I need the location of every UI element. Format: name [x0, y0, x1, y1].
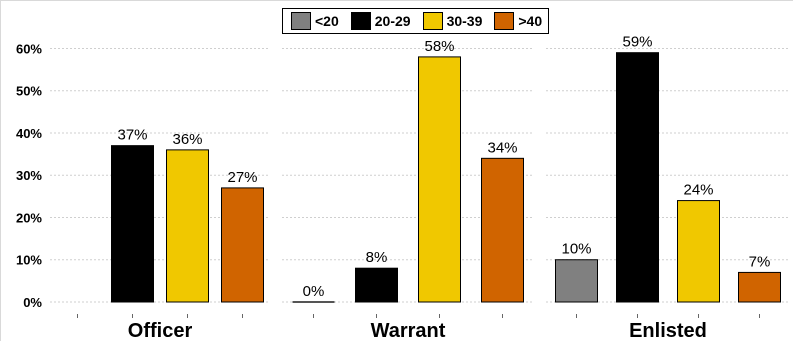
- panel-label: Enlisted: [629, 320, 707, 341]
- panel-label: Warrant: [371, 320, 446, 341]
- bar: [111, 145, 154, 303]
- bar: [355, 267, 398, 303]
- data-label: 34%: [487, 139, 517, 156]
- y-tick-label: 50%: [16, 84, 42, 99]
- y-tick-label: 60%: [16, 41, 42, 56]
- legend-swatch: [494, 12, 515, 30]
- legend-swatch: [291, 12, 311, 30]
- bar: [418, 56, 461, 303]
- y-tick-label: 20%: [16, 210, 42, 225]
- legend-item: <20: [291, 12, 339, 30]
- panel-label: Officer: [128, 320, 193, 341]
- bar: [221, 187, 264, 303]
- legend-label: >40: [518, 13, 543, 29]
- data-label: 27%: [227, 169, 257, 186]
- legend-item: 30-39: [422, 12, 483, 30]
- y-tick-label: 40%: [16, 126, 42, 141]
- legend-label: 20-29: [374, 13, 411, 29]
- data-label: 58%: [424, 38, 454, 55]
- data-label: 59%: [622, 34, 652, 51]
- y-tick-label: 30%: [16, 168, 42, 183]
- legend-label: <20: [315, 13, 339, 29]
- bar: [166, 149, 209, 303]
- bar: [738, 271, 781, 303]
- data-label: 0%: [303, 283, 325, 300]
- legend-label: 30-39: [446, 13, 483, 29]
- legend-item: >40: [494, 12, 542, 30]
- legend: <20 20-29 30-39 >40: [282, 8, 550, 34]
- data-label: 24%: [683, 182, 713, 199]
- legend-swatch: [422, 12, 443, 30]
- bar: [616, 52, 659, 303]
- data-label: 36%: [172, 131, 202, 148]
- bar: [555, 259, 598, 303]
- data-label: 8%: [366, 249, 388, 266]
- data-label: 7%: [749, 253, 771, 270]
- bar: [677, 200, 720, 303]
- data-label: 37%: [117, 127, 147, 144]
- y-tick-label: 0%: [23, 295, 42, 310]
- bar: [481, 157, 524, 303]
- legend-item: 20-29: [350, 12, 411, 30]
- legend-swatch: [350, 12, 371, 30]
- y-tick-label: 10%: [16, 253, 42, 268]
- data-label: 10%: [561, 241, 591, 258]
